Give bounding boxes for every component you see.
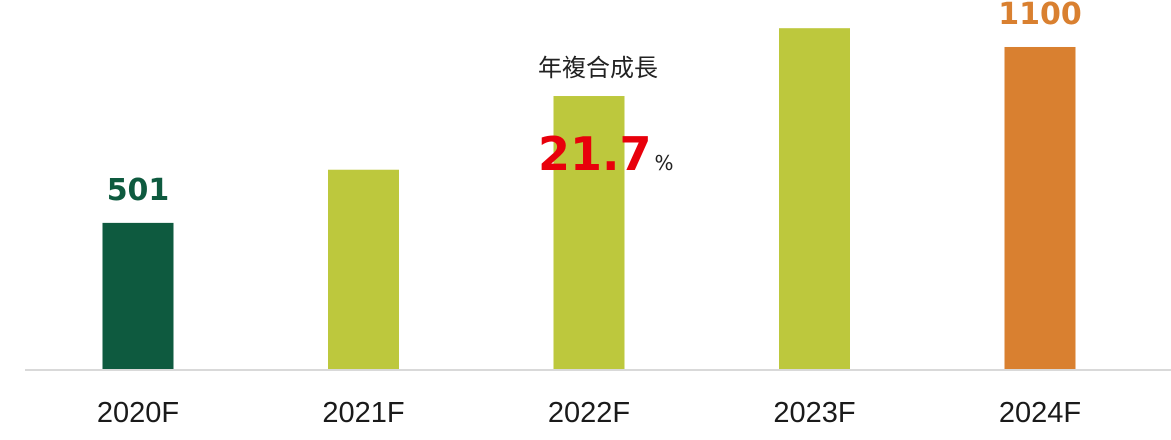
x-tick-label: 2024F bbox=[999, 397, 1081, 429]
x-tick-label: 2020F bbox=[97, 397, 179, 429]
cagr-caption: 年複合成長 bbox=[538, 54, 658, 82]
data-label: 1100 bbox=[998, 0, 1082, 32]
cagr-unit: % bbox=[655, 151, 674, 175]
x-tick-labels: 2020F 2021F 2022F 2023F 2024F bbox=[97, 397, 1081, 429]
x-tick-label: 2021F bbox=[322, 397, 404, 429]
bar-2020F bbox=[102, 222, 174, 370]
data-label: 501 bbox=[107, 173, 170, 208]
data-labels: 501 1100 bbox=[107, 0, 1082, 208]
bar-2024F bbox=[1004, 46, 1076, 370]
x-tick-label: 2023F bbox=[773, 397, 855, 429]
bars-group bbox=[102, 28, 1076, 371]
bar-2022F bbox=[553, 96, 625, 371]
cagr-value: 21.7 bbox=[538, 127, 652, 181]
x-tick-label: 2022F bbox=[548, 397, 630, 429]
cagr-value-group: 21.7% bbox=[538, 127, 674, 181]
bar-2021F bbox=[328, 169, 399, 370]
bar-2023F bbox=[779, 28, 850, 370]
